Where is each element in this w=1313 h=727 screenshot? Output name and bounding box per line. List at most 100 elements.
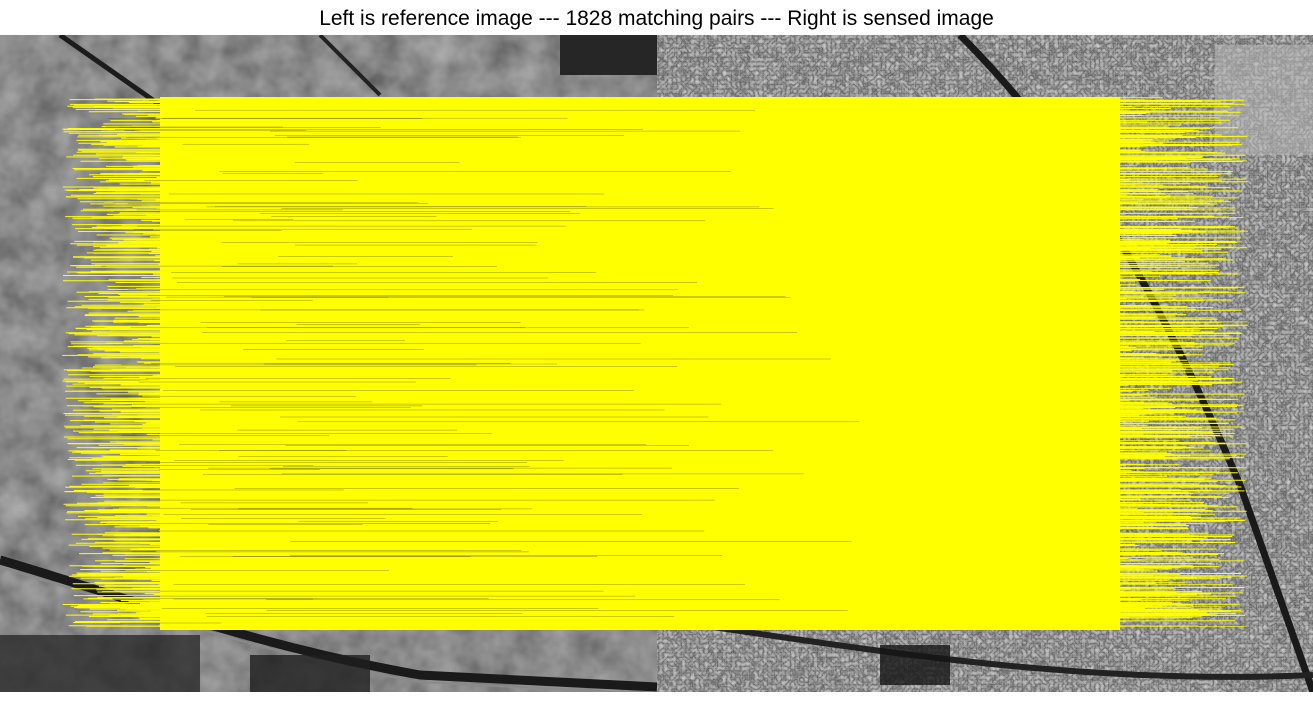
match-line <box>179 162 1095 165</box>
match-line <box>89 173 1117 176</box>
match-line <box>81 151 1226 154</box>
match-line <box>169 367 1187 370</box>
match-line <box>127 309 1242 312</box>
match-line <box>122 140 1130 142</box>
match-line <box>156 454 1175 457</box>
match-line <box>103 480 1098 484</box>
match-line <box>148 379 1113 383</box>
match-line <box>156 118 1105 121</box>
match-line <box>67 458 1161 460</box>
match-line <box>99 245 1196 248</box>
match-line <box>148 527 1163 529</box>
match-line <box>108 297 1127 300</box>
match-line <box>63 368 1155 371</box>
match-line <box>179 542 1122 545</box>
match-line <box>169 594 1197 597</box>
match-line <box>135 486 1242 489</box>
match-line <box>116 133 1223 136</box>
match-line <box>80 452 1142 455</box>
match-line <box>165 590 1124 593</box>
match-line <box>166 222 1115 225</box>
match-line <box>159 351 1110 354</box>
match-line <box>122 106 1136 109</box>
match-line <box>115 190 1108 193</box>
match-line <box>120 293 1198 296</box>
match-line <box>145 189 1189 192</box>
match-line <box>157 138 1153 141</box>
match-line <box>63 411 1218 414</box>
match-line <box>175 317 1153 321</box>
match-line <box>94 580 1093 583</box>
match-line <box>134 300 1156 303</box>
match-line <box>141 199 1224 202</box>
match-line <box>83 401 1144 404</box>
match-line <box>71 474 1142 477</box>
match-line <box>81 483 1226 487</box>
match-line <box>67 105 1231 108</box>
match-line <box>135 508 1137 511</box>
match-line <box>155 198 1117 201</box>
match-line <box>161 158 1101 162</box>
match-line <box>86 251 1116 254</box>
match-line <box>110 504 1207 506</box>
match-line <box>173 442 1114 445</box>
match-line <box>164 283 1137 286</box>
match-line <box>144 591 1177 595</box>
match-line <box>155 286 1245 290</box>
match-line <box>156 549 1121 552</box>
match-line <box>114 316 1156 319</box>
match-line <box>104 349 1204 352</box>
match-line <box>118 506 1238 509</box>
match-line <box>176 182 1143 185</box>
matching-lines <box>62 97 1249 630</box>
match-line <box>176 259 1201 262</box>
match-line <box>146 571 1101 573</box>
match-line <box>163 516 1191 518</box>
match-line <box>139 603 1171 605</box>
match-line <box>68 575 1225 577</box>
match-line <box>65 485 1142 488</box>
match-line <box>67 346 1137 349</box>
match-line <box>85 314 1176 317</box>
match-line <box>141 275 1161 278</box>
match-line <box>134 189 1243 192</box>
match-line <box>171 254 1088 257</box>
match-line <box>103 455 1237 458</box>
match-line <box>65 427 1233 430</box>
match-line <box>68 131 1204 134</box>
match-line <box>80 569 1086 571</box>
match-line <box>117 509 1205 512</box>
match-line <box>153 121 1116 124</box>
match-line <box>104 499 1190 502</box>
match-line <box>158 496 1222 498</box>
match-line <box>99 142 1186 145</box>
match-line <box>90 202 1204 205</box>
match-line <box>82 424 1148 427</box>
match-line <box>128 600 1098 602</box>
match-line <box>175 161 1167 163</box>
match-line <box>77 399 1130 402</box>
match-line <box>65 519 1244 521</box>
match-line <box>95 191 1129 194</box>
match-line <box>113 318 1218 321</box>
match-line <box>149 597 1226 600</box>
match-line <box>126 456 1245 459</box>
matching-canvas <box>0 35 1313 692</box>
match-line <box>92 366 1231 369</box>
match-line <box>149 339 1180 342</box>
match-line <box>173 441 1114 443</box>
match-line <box>156 520 1181 522</box>
match-line <box>167 198 1101 200</box>
match-line <box>67 510 1180 513</box>
match-line <box>147 230 1200 233</box>
match-line <box>65 397 1215 400</box>
match-line <box>151 119 1231 123</box>
match-line <box>111 237 1179 240</box>
matching-figure <box>0 35 1313 692</box>
match-line <box>181 451 1093 454</box>
match-line <box>148 410 1245 413</box>
match-line <box>124 112 1144 115</box>
match-line <box>139 611 1168 615</box>
match-line <box>142 170 1100 173</box>
match-line <box>175 387 1172 391</box>
